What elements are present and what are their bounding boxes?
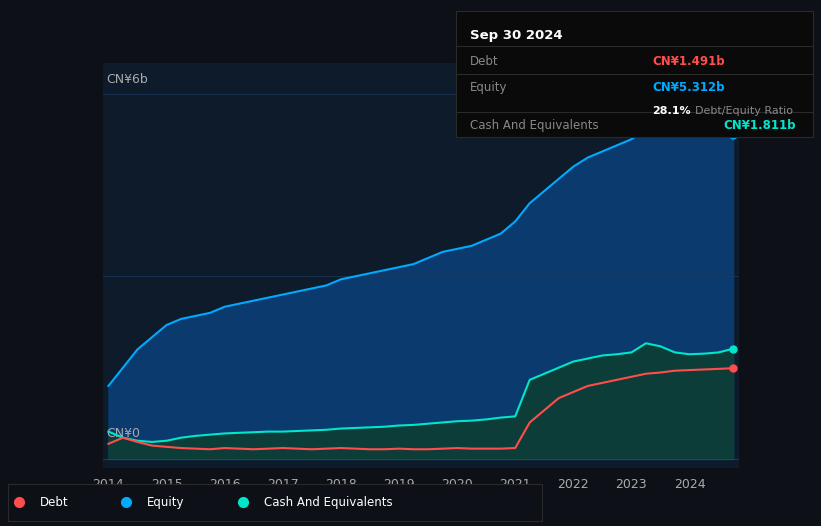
Text: CN¥1.491b: CN¥1.491b: [652, 55, 725, 68]
Text: Equity: Equity: [147, 496, 185, 509]
Text: 28.1%: 28.1%: [652, 106, 690, 116]
Text: Debt: Debt: [40, 496, 69, 509]
Text: Equity: Equity: [470, 81, 507, 94]
Text: CN¥6b: CN¥6b: [106, 73, 148, 86]
Text: Sep 30 2024: Sep 30 2024: [470, 29, 562, 43]
Text: Cash And Equivalents: Cash And Equivalents: [470, 119, 599, 132]
Text: CN¥0: CN¥0: [106, 427, 140, 440]
Text: Cash And Equivalents: Cash And Equivalents: [264, 496, 393, 509]
Text: CN¥1.811b: CN¥1.811b: [723, 119, 796, 132]
Text: Debt: Debt: [470, 55, 498, 68]
Text: CN¥5.312b: CN¥5.312b: [652, 81, 725, 94]
Text: Debt/Equity Ratio: Debt/Equity Ratio: [695, 106, 793, 116]
